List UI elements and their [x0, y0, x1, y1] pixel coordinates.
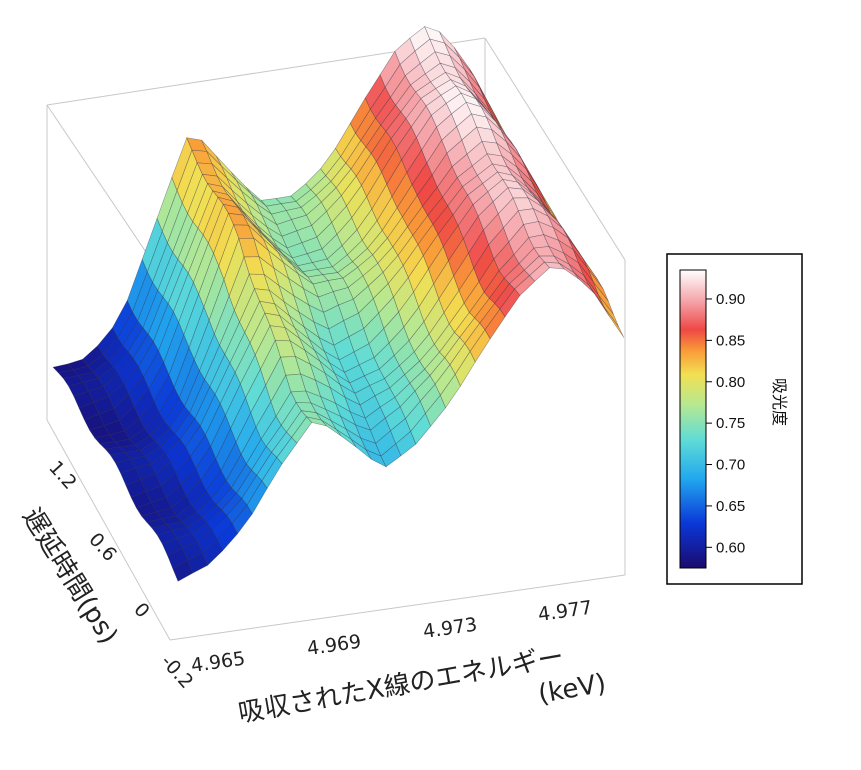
x-tick-3: 4.977 [537, 597, 594, 626]
x-axis-ticks: 4.965 4.969 4.973 4.977 [190, 597, 594, 677]
x-tick-2: 4.973 [422, 614, 479, 643]
colorbar-tick-4: 0.80 [716, 374, 745, 391]
surface-mesh [52, 26, 625, 582]
colorbar-scale [679, 269, 707, 569]
surface-cell [598, 295, 620, 328]
y-tick-2: 0.6 [84, 529, 121, 566]
x-tick-0: 4.965 [190, 648, 247, 677]
surface-cell [588, 268, 609, 302]
colorbar-tick-2: 0.70 [716, 457, 745, 474]
colorbar-tick-1: 0.65 [716, 498, 745, 515]
colorbar-tick-3: 0.75 [716, 415, 745, 432]
surface-cell [593, 282, 614, 315]
y-tick-3: 1.2 [44, 457, 81, 494]
colorbar-tick-5: 0.85 [716, 332, 745, 349]
y-axis-title: 遅延時間(ps) [16, 503, 123, 650]
colorbar-tick-6: 0.90 [716, 291, 745, 308]
x-tick-1: 4.969 [306, 631, 363, 660]
x-axis-title: 吸収されたX線のエネルギー [236, 642, 566, 729]
colorbar-ticks: 0.60 0.65 0.70 0.75 0.80 0.85 0.90 [706, 291, 745, 556]
colorbar: 0.60 0.65 0.70 0.75 0.80 0.85 0.90 吸光度 [666, 253, 803, 585]
y-tick-1: 0 [129, 599, 153, 623]
colorbar-title: 吸光度 [770, 378, 789, 426]
surface-cell [603, 306, 625, 338]
colorbar-tick-0: 0.60 [716, 539, 745, 556]
